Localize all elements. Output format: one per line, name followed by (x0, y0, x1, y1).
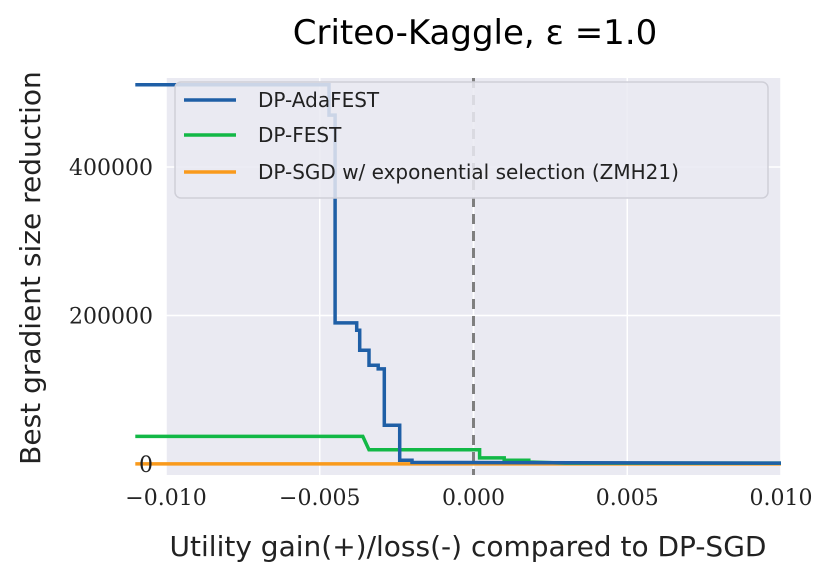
x-tick-label: −0.005 (279, 486, 360, 511)
legend-box (174, 81, 769, 199)
y-tick-label: 0 (139, 453, 153, 478)
x-tick-label: 0.010 (750, 486, 813, 511)
x-tick-label: −0.010 (125, 486, 206, 511)
legend-label-dp-adafest: DP-AdaFEST (258, 88, 380, 112)
y-tick-label: 200000 (69, 304, 153, 329)
y-ticks: 0 200000 400000 (69, 156, 153, 478)
y-axis-label: Best gradient size reduction (14, 71, 47, 465)
legend-label-dp-sgd-exponential: DP-SGD w/ exponential selection (ZMH21) (258, 160, 679, 184)
x-axis-label: Utility gain(+)/loss(-) compared to DP-S… (170, 530, 767, 563)
chart-title: Criteo-Kaggle, ε =1.0 (293, 13, 658, 53)
x-tick-label: 0.000 (442, 486, 505, 511)
x-tick-label: 0.005 (596, 486, 659, 511)
y-tick-label: 400000 (69, 156, 153, 181)
x-ticks: −0.010 −0.005 0.000 0.005 0.010 (125, 486, 812, 511)
legend-label-dp-fest: DP-FEST (258, 123, 342, 147)
legend: DP-AdaFEST DP-FEST DP-SGD w/ exponential… (174, 81, 769, 199)
